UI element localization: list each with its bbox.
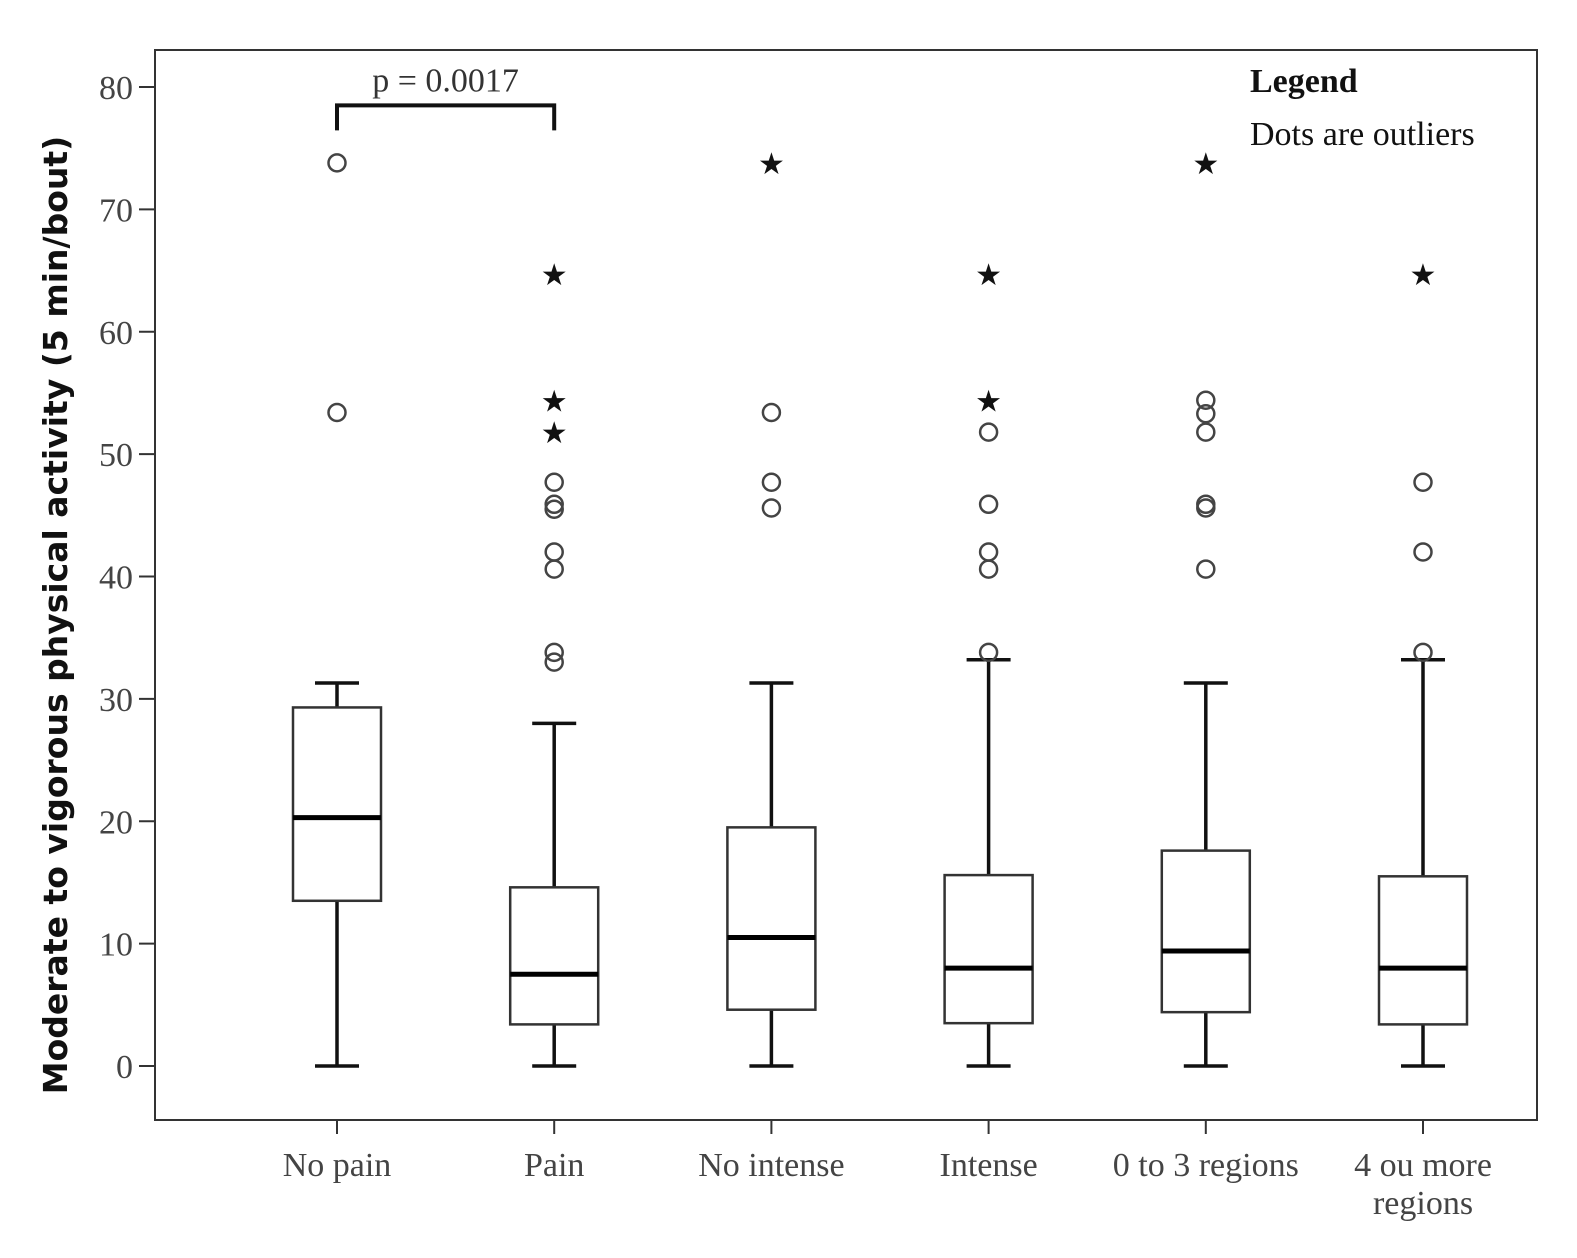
- x-tick-label: regions: [1373, 1185, 1473, 1222]
- box-iqr: [726, 826, 817, 1011]
- outlier-point: [544, 542, 564, 562]
- outlier-point: [1196, 559, 1216, 579]
- outlier-point: [544, 642, 564, 663]
- outlier-point: [978, 542, 999, 562]
- y-tick-label: 60: [99, 315, 133, 352]
- extreme-point: ★: [541, 259, 568, 292]
- outlier-point: [1413, 642, 1433, 663]
- outlier-point: [1413, 542, 1433, 562]
- outlier-point: [1196, 494, 1216, 515]
- outlier-point: [978, 559, 999, 579]
- p-value-label: p = 0.0017: [372, 62, 519, 99]
- outlier-point: [544, 494, 564, 515]
- outlier-point: [761, 498, 782, 518]
- x-tick-label: 4 ou more: [1354, 1147, 1492, 1184]
- outlier-point: [978, 422, 999, 442]
- x-tick-label: Pain: [524, 1147, 584, 1184]
- box-iqr: [508, 886, 600, 1026]
- x-tick-label: No pain: [283, 1147, 392, 1184]
- outlier-point: [978, 494, 999, 515]
- significance-bracket: [335, 103, 557, 131]
- outlier-point: [1196, 390, 1216, 411]
- legend-text: Dots are outliers: [1250, 116, 1475, 153]
- y-tick-label: 0: [116, 1049, 133, 1086]
- y-tick-label: 50: [99, 437, 133, 474]
- box-iqr: [943, 873, 1034, 1025]
- extreme-point: ★: [541, 417, 568, 450]
- plot-frame: [154, 49, 1538, 1121]
- extreme-point: ★: [975, 259, 1002, 292]
- outlier-point: [1196, 422, 1216, 442]
- outlier-point: [544, 559, 564, 579]
- outlier-point: [327, 153, 347, 173]
- outlier-point: [761, 472, 782, 493]
- y-tick-label: 30: [99, 682, 133, 719]
- extreme-point: ★: [1410, 259, 1437, 292]
- y-tick-label: 40: [99, 560, 133, 597]
- box-iqr: [1377, 875, 1469, 1026]
- box-iqr: [291, 706, 383, 903]
- outlier-point: [544, 652, 564, 672]
- y-tick-label: 80: [99, 70, 133, 107]
- extreme-point: ★: [1192, 148, 1219, 181]
- outlier-point: [544, 472, 564, 493]
- extreme-point: ★: [758, 148, 785, 181]
- outlier-point: [1196, 403, 1216, 424]
- box-iqr: [1160, 849, 1252, 1014]
- y-axis-label: Moderate to vigorous physical activity (…: [36, 136, 75, 1094]
- x-tick-label: No intense: [698, 1147, 844, 1184]
- outlier-point: [327, 402, 347, 423]
- y-tick-label: 10: [99, 927, 133, 964]
- y-tick-label: 20: [99, 804, 133, 841]
- extreme-point: ★: [541, 385, 568, 418]
- y-tick-label: 70: [99, 192, 133, 229]
- x-tick-label: Intense: [940, 1147, 1038, 1184]
- extreme-point: ★: [975, 385, 1002, 418]
- legend-title: Legend: [1250, 63, 1358, 100]
- outlier-point: [1413, 472, 1433, 493]
- outlier-point: [978, 642, 999, 663]
- outlier-point: [544, 499, 564, 519]
- outlier-point: [761, 402, 782, 423]
- x-tick-label: 0 to 3 regions: [1113, 1147, 1299, 1184]
